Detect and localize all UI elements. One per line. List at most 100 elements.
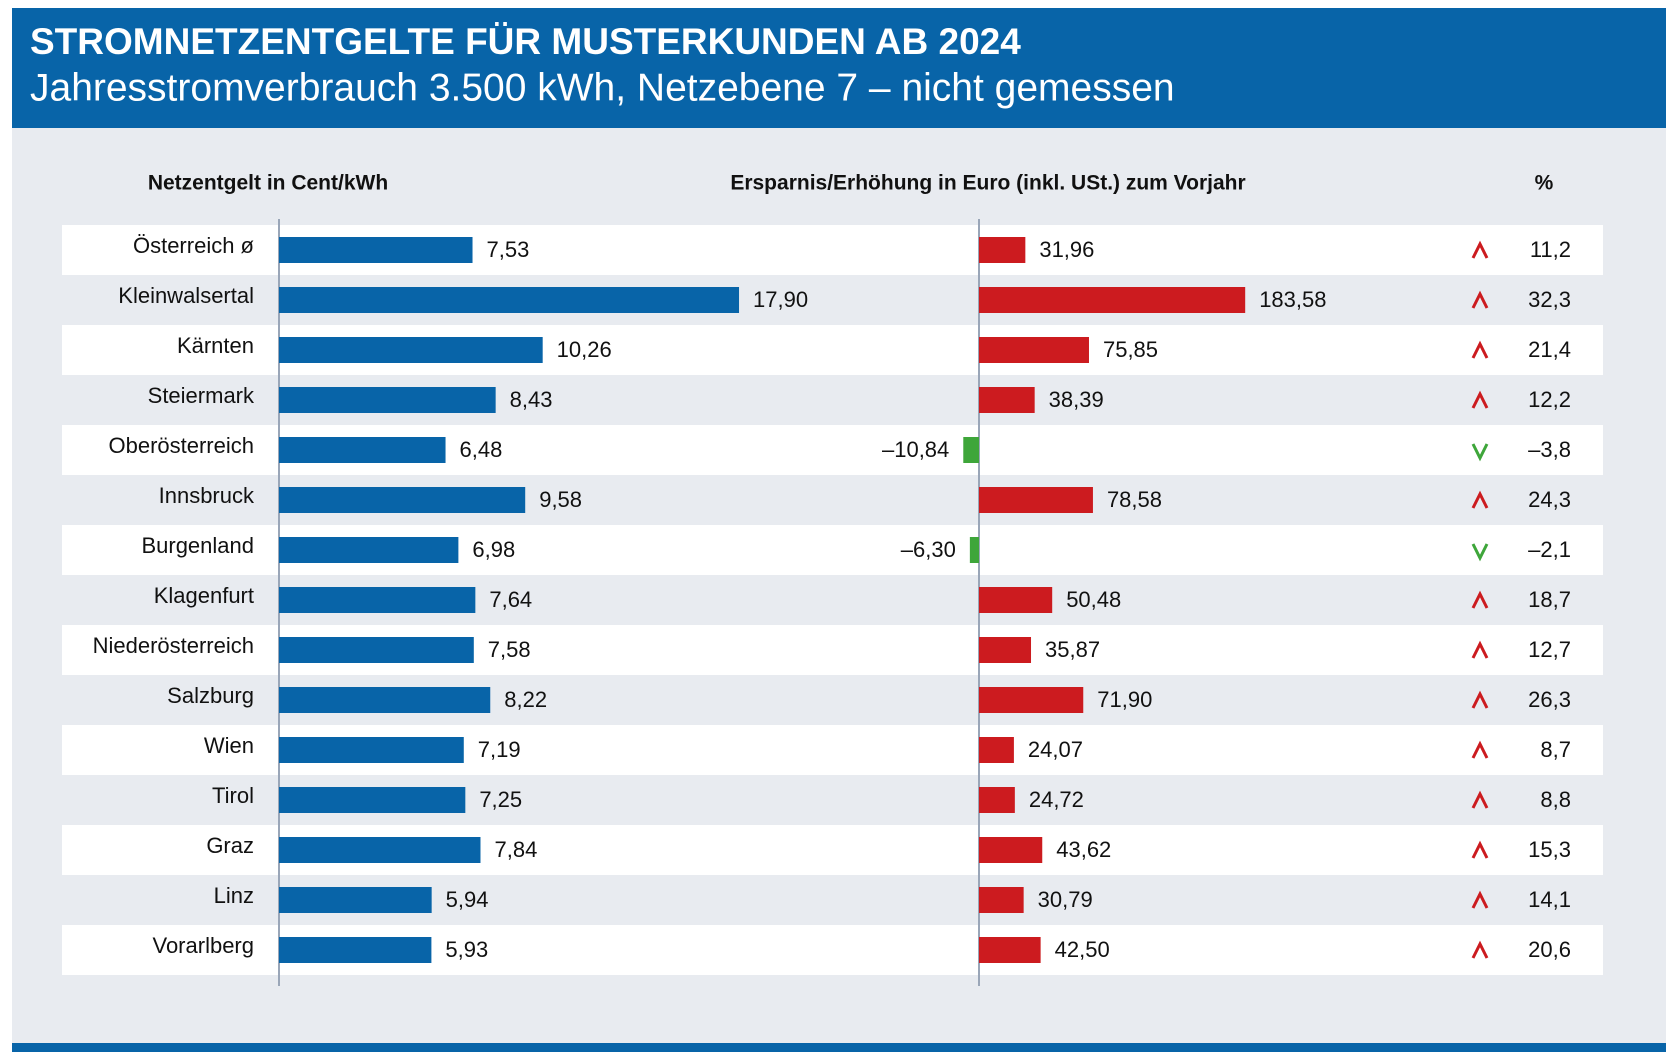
value-label: 17,90 bbox=[753, 287, 808, 312]
arrow-up bbox=[1471, 640, 1489, 659]
value-label: 6,98 bbox=[472, 537, 515, 562]
bar bbox=[979, 387, 1035, 413]
bar bbox=[979, 837, 1043, 863]
value-label: 7,19 bbox=[478, 737, 521, 762]
category-label: Oberösterreich bbox=[108, 433, 254, 458]
value-label: 10,26 bbox=[557, 337, 612, 362]
value-label: 31,96 bbox=[1039, 237, 1094, 262]
header-band bbox=[12, 8, 1666, 128]
category-label: Österreich ø bbox=[133, 233, 254, 258]
value-label: 7,25 bbox=[479, 787, 522, 812]
percent-label: 15,3 bbox=[1528, 837, 1571, 862]
category-label: Steiermark bbox=[148, 383, 255, 408]
value-label: 24,07 bbox=[1028, 737, 1083, 762]
arrow-up bbox=[1471, 890, 1489, 909]
category-label: Kleinwalsertal bbox=[118, 283, 254, 308]
percent-label: –2,1 bbox=[1528, 537, 1571, 562]
panel-title: Netzentgelt in Cent/kWh bbox=[148, 172, 388, 195]
arrow-up bbox=[1471, 340, 1489, 359]
arrow-up bbox=[1471, 690, 1489, 709]
percent-label: 24,3 bbox=[1528, 487, 1571, 512]
bar bbox=[279, 787, 466, 813]
percent-label: 11,2 bbox=[1530, 237, 1571, 262]
category-label: Vorarlberg bbox=[152, 933, 254, 958]
subtitle: Jahresstromverbrauch 3.500 kWh, Netzeben… bbox=[30, 66, 1175, 109]
category-label: Tirol bbox=[212, 783, 254, 808]
value-label: 5,93 bbox=[445, 937, 488, 962]
value-label: 35,87 bbox=[1045, 637, 1100, 662]
bar bbox=[979, 887, 1024, 913]
percent-label: 18,7 bbox=[1528, 587, 1571, 612]
percent-label: 20,6 bbox=[1528, 937, 1571, 962]
bar bbox=[963, 437, 979, 463]
category-label: Wien bbox=[204, 733, 254, 758]
value-label: 8,43 bbox=[510, 387, 553, 412]
percent-label: 14,1 bbox=[1528, 887, 1571, 912]
bar bbox=[979, 337, 1089, 363]
panel-title: % bbox=[1535, 172, 1554, 195]
value-label: 7,84 bbox=[494, 837, 537, 862]
bar bbox=[979, 287, 1246, 313]
bar bbox=[279, 587, 476, 613]
percent-label: –3,8 bbox=[1528, 437, 1571, 462]
bar bbox=[279, 887, 432, 913]
bar bbox=[279, 237, 473, 263]
bar bbox=[979, 587, 1053, 613]
bar bbox=[279, 537, 459, 563]
panel-title: Ersparnis/Erhöhung in Euro (inkl. USt.) … bbox=[730, 172, 1245, 195]
bar bbox=[979, 937, 1041, 963]
category-label: Klagenfurt bbox=[154, 583, 254, 608]
value-label: 5,94 bbox=[446, 887, 489, 912]
percent-label: 12,2 bbox=[1528, 387, 1571, 412]
title: STROMNETZENTGELTE FÜR MUSTERKUNDEN AB 20… bbox=[30, 21, 1021, 62]
bar bbox=[279, 637, 474, 663]
arrow-up bbox=[1471, 290, 1489, 309]
bar bbox=[979, 637, 1032, 663]
percent-label: 26,3 bbox=[1528, 687, 1571, 712]
category-label: Linz bbox=[214, 883, 254, 908]
arrow-up bbox=[1471, 790, 1489, 809]
bar bbox=[969, 537, 979, 563]
bar bbox=[279, 737, 464, 763]
arrow-up bbox=[1471, 740, 1489, 759]
bar bbox=[279, 487, 526, 513]
category-label: Niederösterreich bbox=[93, 633, 254, 658]
percent-label: 32,3 bbox=[1528, 287, 1571, 312]
value-label: 7,53 bbox=[487, 237, 530, 262]
arrow-up bbox=[1471, 940, 1489, 959]
value-label: 42,50 bbox=[1055, 937, 1110, 962]
bar bbox=[979, 487, 1093, 513]
bar bbox=[279, 937, 432, 963]
value-label: –6,30 bbox=[901, 537, 956, 562]
value-label: 183,58 bbox=[1259, 287, 1326, 312]
percent-label: 8,8 bbox=[1540, 787, 1571, 812]
bar bbox=[279, 687, 491, 713]
category-label: Graz bbox=[206, 833, 254, 858]
value-label: 43,62 bbox=[1056, 837, 1111, 862]
category-label: Salzburg bbox=[167, 683, 254, 708]
bar bbox=[979, 237, 1026, 263]
arrow-up bbox=[1471, 390, 1489, 409]
category-label: Innsbruck bbox=[159, 483, 255, 508]
value-label: 78,58 bbox=[1107, 487, 1162, 512]
value-label: 9,58 bbox=[539, 487, 582, 512]
category-label: Kärnten bbox=[177, 333, 254, 358]
value-label: 7,58 bbox=[488, 637, 531, 662]
arrow-up bbox=[1471, 840, 1489, 859]
arrow-down bbox=[1471, 543, 1489, 562]
bar bbox=[279, 287, 740, 313]
bar bbox=[279, 837, 481, 863]
footer-line bbox=[12, 1043, 1666, 1052]
arrow-down bbox=[1471, 443, 1489, 462]
percent-label: 8,7 bbox=[1540, 737, 1571, 762]
value-label: 7,64 bbox=[489, 587, 532, 612]
value-label: 75,85 bbox=[1103, 337, 1158, 362]
bar bbox=[979, 687, 1084, 713]
bar bbox=[279, 337, 543, 363]
value-label: 30,79 bbox=[1038, 887, 1093, 912]
value-label: –10,84 bbox=[882, 437, 949, 462]
arrow-up bbox=[1471, 490, 1489, 509]
value-label: 38,39 bbox=[1049, 387, 1104, 412]
category-label: Burgenland bbox=[141, 533, 254, 558]
